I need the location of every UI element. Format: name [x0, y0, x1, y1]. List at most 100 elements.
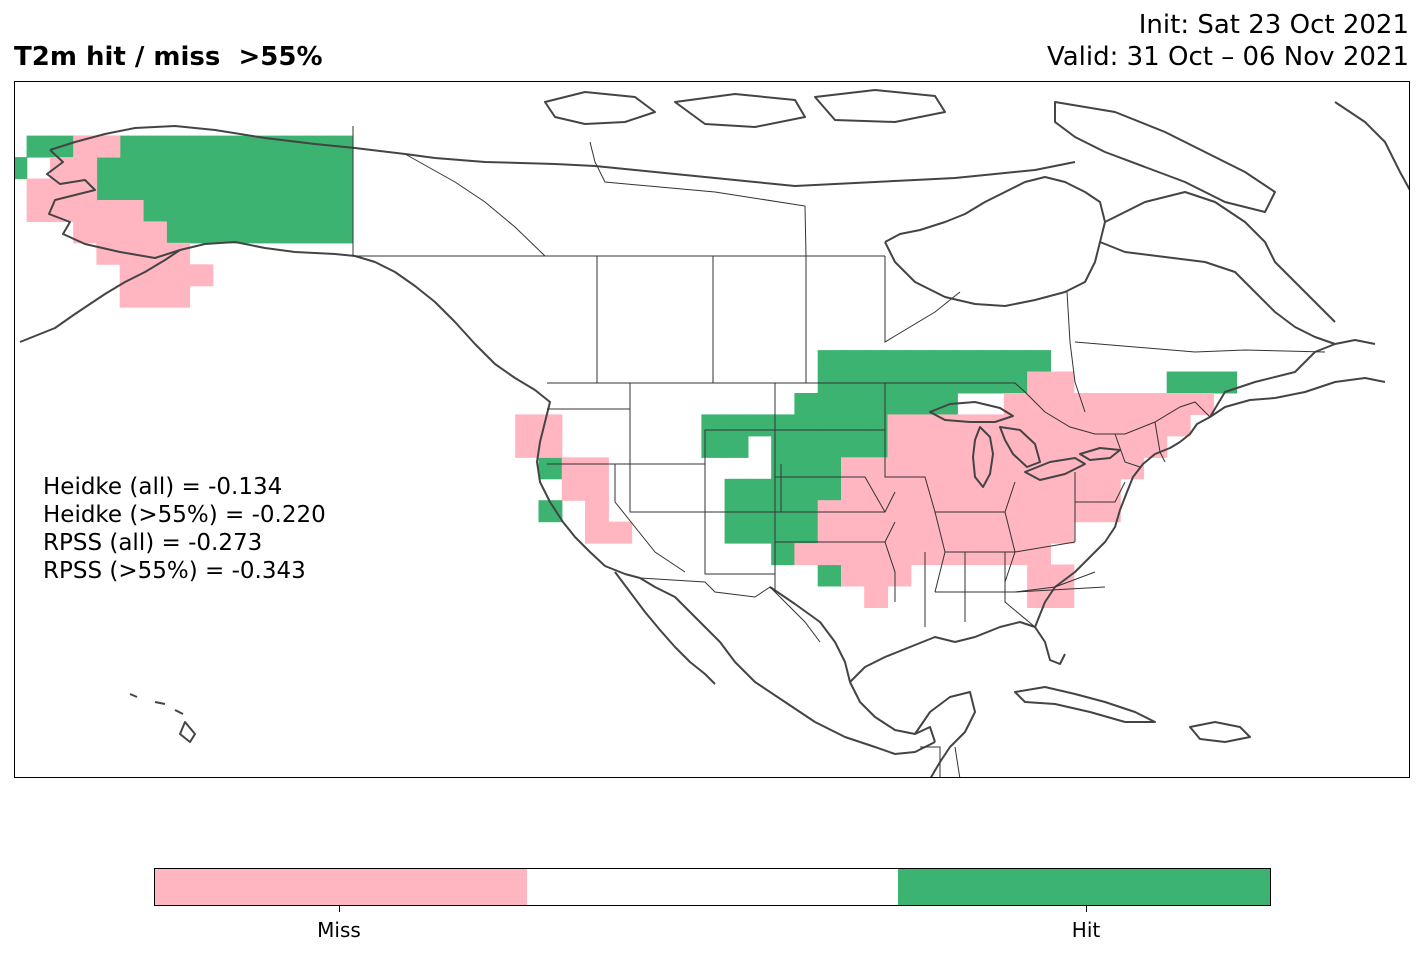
miss-cell	[957, 500, 982, 523]
us-southeast-states	[924, 552, 1096, 628]
hit-cell	[747, 500, 772, 523]
miss-cell	[1050, 521, 1075, 544]
miss-cell	[980, 478, 1005, 501]
miss-cell	[1096, 414, 1121, 437]
miss-cell	[817, 543, 842, 566]
hit-cell	[1003, 371, 1028, 394]
hit-cell	[212, 200, 237, 222]
hit-cell	[282, 221, 307, 244]
greenland-edge	[1334, 101, 1409, 191]
miss-cell	[561, 478, 586, 501]
miss-cell	[1143, 393, 1168, 415]
colorbar	[154, 868, 1271, 906]
hit-cell	[96, 178, 121, 201]
hit-cell	[771, 521, 796, 544]
hit-cell	[1027, 350, 1051, 373]
hit-cell	[305, 157, 330, 180]
miss-cell	[841, 457, 865, 480]
hit-cell	[282, 178, 307, 201]
hit-cell	[189, 157, 214, 180]
heidke-55-score: Heidke (>55%) = -0.220	[43, 502, 326, 528]
hit-cell	[212, 221, 237, 244]
hit-cell	[212, 178, 237, 201]
hit-cell	[864, 435, 889, 458]
hit-cell	[957, 350, 982, 373]
quebec-labrador-border	[1074, 341, 1326, 353]
hit-cell	[166, 221, 191, 244]
yucatan-coastline	[914, 691, 976, 777]
hit-cell	[1213, 371, 1238, 394]
miss-cell	[119, 221, 144, 244]
rpss-55-score: RPSS (>55%) = -0.343	[43, 558, 306, 584]
us-mexico-border	[639, 577, 821, 643]
miss-cell	[957, 478, 982, 501]
hit-cell	[212, 135, 237, 158]
miss-cell	[26, 178, 51, 201]
hit-cell	[747, 478, 772, 501]
lake-superior	[929, 401, 1014, 423]
hit-cell	[841, 350, 865, 373]
miss-cell	[1073, 478, 1098, 501]
miss-cell	[143, 221, 167, 244]
colorbar-hit-label: Hit	[1071, 918, 1101, 942]
miss-cell	[1027, 521, 1051, 544]
hispaniola-coastline	[1189, 721, 1251, 743]
hit-cell	[817, 414, 842, 437]
miss-cell	[1027, 564, 1051, 587]
miss-cell	[585, 521, 609, 544]
gulf-coastline	[769, 586, 1066, 743]
miss-cell	[96, 135, 121, 158]
miss-cell	[561, 457, 586, 480]
us-west-states	[547, 383, 782, 575]
miss-cell	[49, 178, 74, 201]
hit-cell	[189, 221, 214, 244]
miss-cell	[1050, 500, 1075, 523]
coastlines-and-borders	[19, 89, 1409, 777]
hit-cell	[282, 200, 307, 222]
hit-cell	[864, 393, 889, 415]
miss-cell	[1096, 393, 1121, 415]
miss-cell	[1050, 457, 1075, 480]
miss-cell	[515, 414, 540, 437]
miss-cell	[1003, 457, 1028, 480]
miss-cell	[957, 435, 982, 458]
arctic-island-1	[544, 91, 656, 125]
hit-cell	[724, 435, 749, 458]
miss-cell	[1050, 478, 1075, 501]
miss-cell	[585, 457, 609, 480]
hit-cell	[771, 435, 796, 458]
hit-cell	[166, 178, 191, 201]
hit-cell	[119, 157, 144, 180]
colorbar-miss-tick	[339, 906, 340, 912]
miss-cell	[1073, 500, 1098, 523]
miss-cell	[980, 414, 1005, 437]
us-plains-states	[774, 383, 896, 602]
miss-cell	[934, 543, 958, 566]
miss-cell	[934, 457, 958, 480]
hit-cell	[143, 135, 167, 158]
hit-cell	[980, 350, 1005, 373]
pacific-coastline	[354, 255, 641, 579]
arctic-coastline	[594, 161, 1076, 187]
miss-cell	[910, 500, 935, 523]
hit-cell	[305, 135, 330, 158]
miss-cell	[887, 543, 912, 566]
hit-cell	[934, 393, 958, 415]
hit-cell	[841, 393, 865, 415]
hit-cell	[26, 135, 51, 158]
hit-cell	[15, 157, 28, 180]
colorbar-miss-label: Miss	[317, 918, 361, 942]
labrador-coastline	[1099, 241, 1336, 345]
hit-cell	[189, 178, 214, 201]
miss-cell	[1166, 414, 1191, 437]
hit-cell	[96, 157, 121, 180]
miss-cell	[608, 521, 633, 544]
hit-cell	[794, 457, 819, 480]
hit-cell	[817, 564, 842, 587]
miss-cell	[980, 500, 1005, 523]
miss-cell	[1073, 414, 1098, 437]
miss-cell	[957, 457, 982, 480]
miss-cell	[119, 200, 144, 222]
hit-cell	[934, 350, 958, 373]
miss-cell	[887, 414, 912, 437]
